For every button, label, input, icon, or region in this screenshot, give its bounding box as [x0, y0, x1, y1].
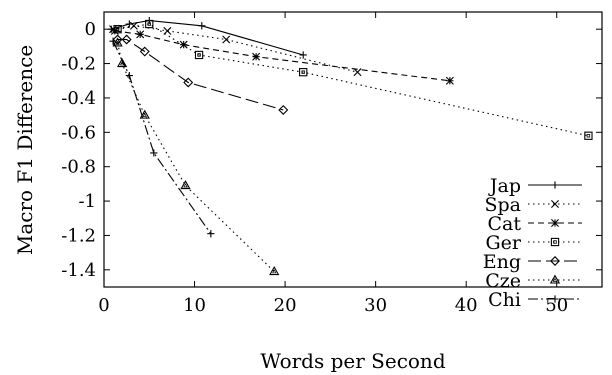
- y-tick-label: -0.2: [61, 54, 96, 75]
- legend-label-cat: Cat: [487, 213, 521, 235]
- data-point-ger: [145, 19, 154, 29]
- legend-item-spa: Spa: [484, 194, 582, 216]
- legend-marker-eng: [550, 256, 560, 266]
- legend-marker-ger-inner: [553, 240, 557, 244]
- data-point-jap: [299, 51, 307, 59]
- data-point-jap: [198, 22, 206, 30]
- legend-item-chi: Chi: [488, 289, 582, 311]
- data-point-ger: [299, 68, 308, 77]
- legend-label-chi: Chi: [488, 289, 521, 311]
- legend-label-eng: Eng: [483, 251, 521, 273]
- data-point-cze: [269, 266, 280, 276]
- series-line-ger: [117, 23, 589, 137]
- legend-marker-cat: [551, 219, 559, 227]
- data-point-eng: [278, 104, 289, 115]
- y-tick-label: -1: [78, 191, 96, 212]
- x-axis-title: Words per Second: [260, 349, 445, 373]
- x-tick-label: 30: [364, 295, 387, 316]
- series-eng: [112, 34, 289, 115]
- series-line-chi: [112, 40, 212, 235]
- legend-marker-ger: [550, 237, 560, 247]
- data-point-cze-inner: [115, 40, 120, 45]
- series-chi: [109, 37, 215, 238]
- data-point-cat: [179, 40, 188, 49]
- series-layer: [107, 16, 593, 276]
- legend-marker-cze-inner: [552, 277, 558, 282]
- series-line-eng: [117, 38, 284, 111]
- series-ger: [113, 19, 593, 140]
- legend-marker-spa: [551, 200, 559, 208]
- series-line-cze: [117, 42, 275, 272]
- data-point-cat: [136, 30, 145, 39]
- data-point-chi: [125, 71, 133, 80]
- data-point-cze-inner: [272, 269, 277, 274]
- legend-marker-jap: [551, 181, 559, 189]
- legend-marker-chi: [551, 295, 559, 303]
- legend-item-cat: Cat: [487, 213, 582, 235]
- legend-item-jap: Jap: [488, 175, 582, 197]
- data-point-cze: [139, 109, 150, 119]
- series-line-spa: [113, 25, 358, 73]
- data-point-ger-inner: [147, 22, 151, 26]
- data-point-cze: [180, 180, 191, 190]
- data-point-spa: [129, 21, 138, 30]
- data-point-ger-inner: [586, 134, 591, 138]
- y-axis-title: Macro F1 Difference: [13, 45, 37, 255]
- y-tick-label: -0.4: [61, 88, 96, 109]
- data-point-cze: [116, 58, 128, 68]
- data-point-spa: [222, 35, 231, 44]
- y-tick-label: -0.6: [61, 122, 96, 143]
- data-point-cat: [445, 76, 454, 85]
- data-point-ger-inner: [197, 53, 201, 57]
- legend-label-jap: Jap: [488, 175, 521, 197]
- data-point-eng: [121, 34, 132, 45]
- legend-label-ger: Ger: [485, 232, 521, 254]
- data-point-cze-inner: [142, 112, 147, 117]
- data-point-chi: [150, 149, 158, 157]
- series-cze: [112, 37, 280, 276]
- legend-label-cze: Cze: [485, 270, 521, 292]
- y-tick-label: -0.8: [61, 157, 96, 178]
- data-point-eng: [139, 46, 150, 57]
- data-point-eng: [183, 77, 194, 88]
- data-point-ger: [584, 131, 593, 140]
- y-tick-label: -1.4: [61, 260, 96, 281]
- legend-item-eng: Eng: [483, 251, 582, 273]
- ticks-layer: 0 10 20 30 40 50 0 -0.2 -0.4 -0.6 -0.8 -1 -1.2 -1.4: [61, 12, 602, 316]
- legend-item-ger: Ger: [485, 232, 582, 254]
- series-spa: [109, 21, 362, 77]
- x-tick-label: 0: [98, 295, 109, 316]
- x-tick-label: 10: [183, 295, 206, 316]
- legend-label-spa: Spa: [484, 194, 521, 216]
- series-cat: [110, 26, 454, 85]
- y-tick-label: 0: [85, 19, 96, 40]
- data-point-cat: [110, 26, 119, 35]
- legend-item-cze: Cze: [485, 270, 582, 292]
- data-point-ger-inner: [301, 70, 305, 74]
- data-point-chi: [207, 230, 215, 238]
- data-point-cze: [112, 37, 123, 47]
- data-point-ger: [194, 50, 204, 60]
- legend-marker-cze: [549, 274, 561, 284]
- x-tick-label: 50: [545, 295, 568, 316]
- x-tick-label: 40: [455, 295, 478, 316]
- data-point-ger: [113, 25, 122, 34]
- data-point-cze-inner: [119, 61, 125, 66]
- data-point-ger-inner: [115, 27, 120, 31]
- x-tick-label: 20: [274, 295, 297, 316]
- series-line-cat: [114, 30, 450, 82]
- plot-frame: [103, 11, 603, 288]
- y-tick-label: -1.2: [61, 225, 96, 246]
- data-point-spa: [353, 68, 362, 77]
- data-point-chi: [109, 37, 117, 45]
- data-point-cat: [252, 52, 261, 61]
- data-point-cze-inner: [183, 183, 188, 188]
